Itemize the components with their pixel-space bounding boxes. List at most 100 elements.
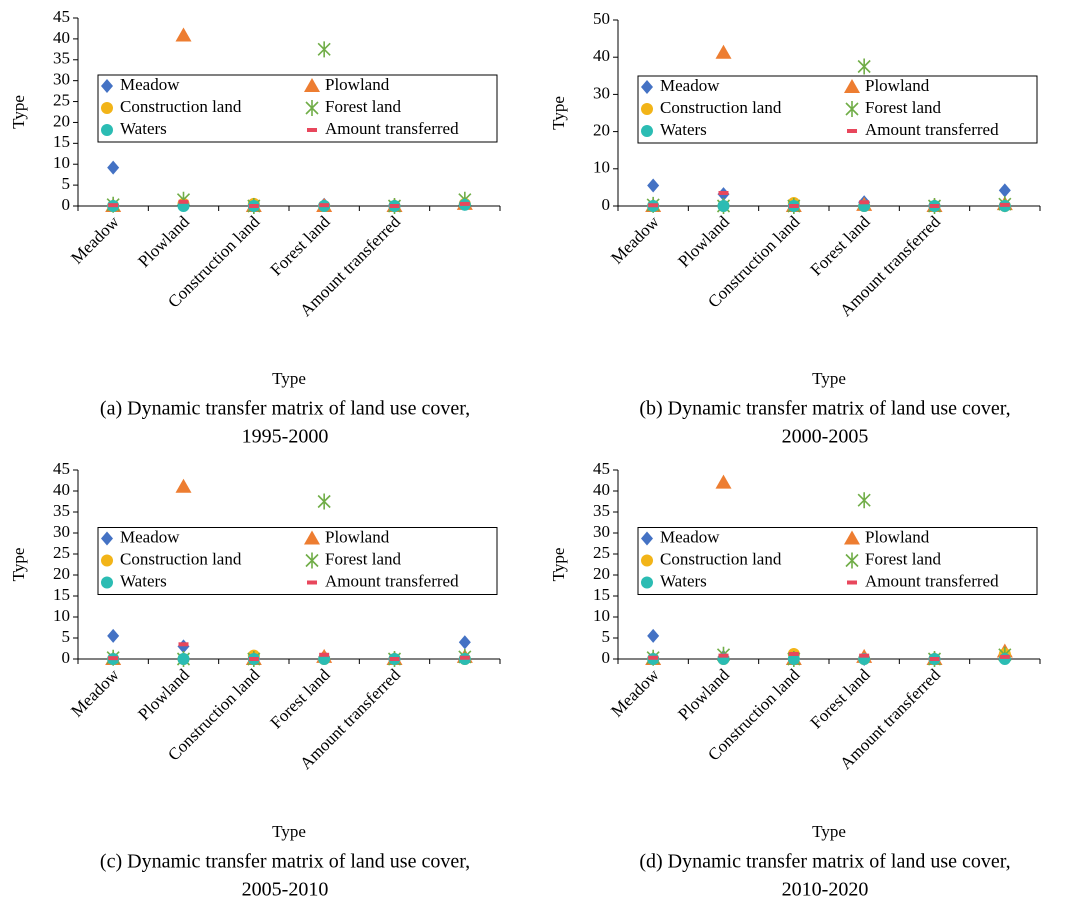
- legend-label: Amount transferred: [325, 571, 459, 590]
- point: [178, 199, 189, 204]
- point: [458, 635, 471, 650]
- legend-label: Forest land: [325, 549, 402, 568]
- point: [929, 657, 940, 661]
- point: [389, 204, 400, 208]
- y-tick-label: 25: [53, 90, 70, 109]
- legend-swatch: [845, 101, 859, 117]
- y-tick-label: 45: [53, 7, 70, 26]
- legend-label: Construction land: [660, 98, 782, 117]
- legend-label: Forest land: [865, 549, 942, 568]
- legend-box: [637, 527, 1038, 595]
- y-tick-label: 30: [53, 522, 70, 541]
- point: [175, 27, 192, 42]
- y-tick-label: 35: [53, 501, 70, 520]
- y-tick-label: 30: [593, 522, 610, 541]
- legend-label: Amount transferred: [865, 571, 999, 590]
- point: [717, 200, 730, 212]
- point: [459, 655, 470, 660]
- point: [317, 493, 331, 510]
- y-tick-label: 10: [53, 606, 70, 625]
- legend-label: Meadow: [120, 527, 180, 546]
- y-tick-label: 0: [602, 195, 611, 214]
- legend-swatch: [847, 129, 857, 133]
- y-tick-label: 50: [593, 9, 610, 28]
- point: [788, 204, 799, 208]
- y-axis-label: Type: [549, 96, 568, 130]
- point: [107, 160, 120, 175]
- legend-label: Amount transferred: [325, 119, 459, 138]
- point: [648, 203, 659, 208]
- y-tick-label: 5: [602, 627, 611, 646]
- caption: (d) Dynamic transfer matrix of land use …: [639, 851, 1010, 873]
- x-tick-label: Meadow: [67, 212, 123, 268]
- x-tick-label: Plowland: [674, 212, 733, 271]
- legend-swatch: [641, 531, 653, 546]
- point: [647, 628, 660, 643]
- point: [319, 203, 330, 208]
- point: [999, 202, 1010, 207]
- x-tick-label: Forest land: [807, 212, 875, 280]
- legend-swatch: [101, 554, 113, 567]
- y-tick-label: 0: [62, 648, 71, 667]
- point: [389, 657, 400, 661]
- point: [108, 203, 119, 208]
- point: [929, 204, 940, 208]
- caption: (a) Dynamic transfer matrix of land use …: [100, 398, 470, 420]
- point: [788, 651, 799, 656]
- x-axis-label: Type: [812, 369, 846, 388]
- point: [859, 200, 870, 205]
- caption: 2010-2020: [782, 879, 869, 901]
- legend-swatch: [305, 100, 319, 116]
- legend-swatch: [641, 103, 653, 115]
- legend-swatch: [101, 79, 113, 93]
- y-tick-label: 30: [53, 70, 70, 89]
- y-tick-label: 40: [53, 480, 70, 499]
- legend-label: Waters: [120, 119, 167, 138]
- x-tick-label: Plowland: [674, 665, 733, 724]
- point: [998, 653, 1011, 665]
- point: [718, 190, 729, 195]
- legend-swatch: [641, 576, 653, 589]
- point: [648, 655, 659, 660]
- x-tick-label: Forest land: [807, 665, 875, 733]
- legend-swatch: [641, 125, 653, 137]
- x-tick-label: Plowland: [134, 665, 193, 724]
- y-tick-label: 20: [53, 111, 70, 130]
- legend-label: Plowland: [325, 75, 390, 94]
- point: [715, 44, 732, 59]
- y-tick-label: 40: [593, 480, 610, 499]
- y-tick-label: 35: [593, 501, 610, 520]
- y-tick-label: 25: [53, 543, 70, 562]
- point: [248, 657, 259, 661]
- legend-label: Waters: [660, 120, 707, 139]
- x-tick-label: Forest land: [267, 212, 335, 280]
- y-tick-label: 20: [593, 564, 610, 583]
- caption: (c) Dynamic transfer matrix of land use …: [100, 851, 470, 873]
- legend-swatch: [101, 102, 113, 114]
- point: [718, 653, 729, 658]
- x-tick-label: Plowland: [134, 212, 193, 271]
- y-tick-label: 10: [593, 606, 610, 625]
- y-tick-label: 5: [62, 627, 71, 646]
- legend-swatch: [307, 128, 317, 132]
- y-tick-label: 40: [593, 46, 610, 65]
- point: [857, 58, 871, 75]
- y-tick-label: 10: [593, 158, 610, 177]
- point: [787, 653, 800, 665]
- point: [859, 653, 870, 658]
- legend-label: Construction land: [660, 549, 782, 568]
- x-axis-label: Type: [272, 822, 306, 841]
- x-axis-label: Type: [272, 369, 306, 388]
- caption: (b) Dynamic transfer matrix of land use …: [639, 398, 1010, 420]
- legend-label: Forest land: [865, 98, 942, 117]
- y-axis-label: Type: [549, 548, 568, 582]
- legend-label: Construction land: [120, 549, 242, 568]
- x-tick-label: Forest land: [267, 665, 335, 733]
- point: [715, 474, 732, 489]
- legend-label: Plowland: [865, 527, 930, 546]
- y-tick-label: 15: [53, 132, 70, 151]
- x-tick-label: Meadow: [607, 665, 663, 721]
- y-tick-label: 20: [593, 121, 610, 140]
- legend-label: Meadow: [660, 76, 720, 95]
- legend-swatch: [847, 580, 857, 585]
